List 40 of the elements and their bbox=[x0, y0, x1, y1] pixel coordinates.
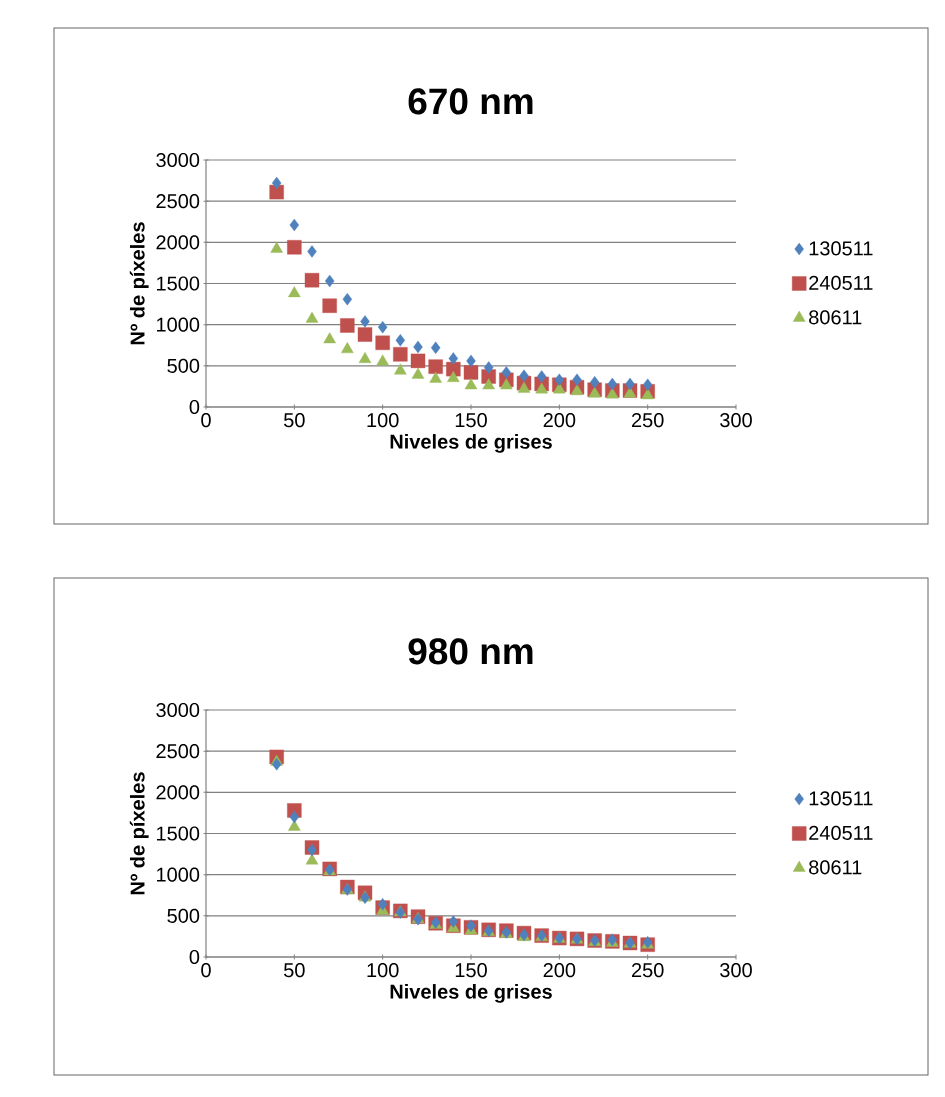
y-tick-label: 500 bbox=[167, 358, 200, 373]
y-tick-label: 500 bbox=[167, 908, 200, 923]
y-tick-label: 0 bbox=[189, 399, 200, 415]
x-tick-label: 150 bbox=[455, 413, 487, 428]
y-tick-label: 2500 bbox=[156, 194, 200, 209]
y-tick-label: 1000 bbox=[157, 867, 200, 882]
x-tick-label: 300 bbox=[720, 963, 752, 978]
legend-label: 240511 bbox=[809, 825, 873, 840]
chart-title: 980 nm bbox=[408, 638, 533, 665]
y-tick-label: 1500 bbox=[157, 826, 200, 841]
x-tick-label: 50 bbox=[284, 963, 305, 978]
y-axis-title: Nº de píxeles bbox=[129, 222, 149, 345]
x-tick-label: 200 bbox=[543, 413, 576, 428]
legend-label: 240511 bbox=[809, 275, 873, 290]
legend-label: 80611 bbox=[809, 310, 862, 325]
y-tick-label: 1000 bbox=[157, 317, 200, 332]
y-axis-title: Nº de píxeles bbox=[129, 772, 149, 895]
x-tick-label: 150 bbox=[455, 963, 487, 978]
y-tick-label: 1500 bbox=[157, 276, 200, 291]
x-tick-label: 300 bbox=[720, 413, 752, 428]
x-tick-label: 200 bbox=[543, 963, 576, 978]
x-tick-label: 100 bbox=[367, 413, 399, 428]
y-tick-label: 2000 bbox=[156, 785, 200, 800]
y-tick-label: 0 bbox=[189, 949, 200, 965]
x-tick-label: 250 bbox=[631, 413, 664, 428]
y-tick-label: 2500 bbox=[156, 744, 200, 759]
x-tick-label: 0 bbox=[201, 963, 211, 978]
chart-title: 670 nm bbox=[408, 88, 533, 115]
legend-label: 80611 bbox=[809, 860, 862, 875]
y-tick-label: 3000 bbox=[156, 152, 200, 168]
y-tick-label: 2000 bbox=[156, 235, 200, 250]
legend-label: 130511 bbox=[809, 241, 873, 256]
y-tick-label: 3000 bbox=[156, 702, 200, 718]
x-tick-label: 250 bbox=[631, 963, 664, 978]
x-axis-title: Niveles de grises bbox=[390, 434, 552, 453]
x-tick-label: 100 bbox=[367, 963, 399, 978]
x-tick-label: 50 bbox=[284, 413, 305, 428]
x-axis-title: Niveles de grises bbox=[390, 984, 552, 1003]
x-tick-label: 0 bbox=[201, 413, 211, 428]
legend-label: 130511 bbox=[809, 791, 873, 806]
